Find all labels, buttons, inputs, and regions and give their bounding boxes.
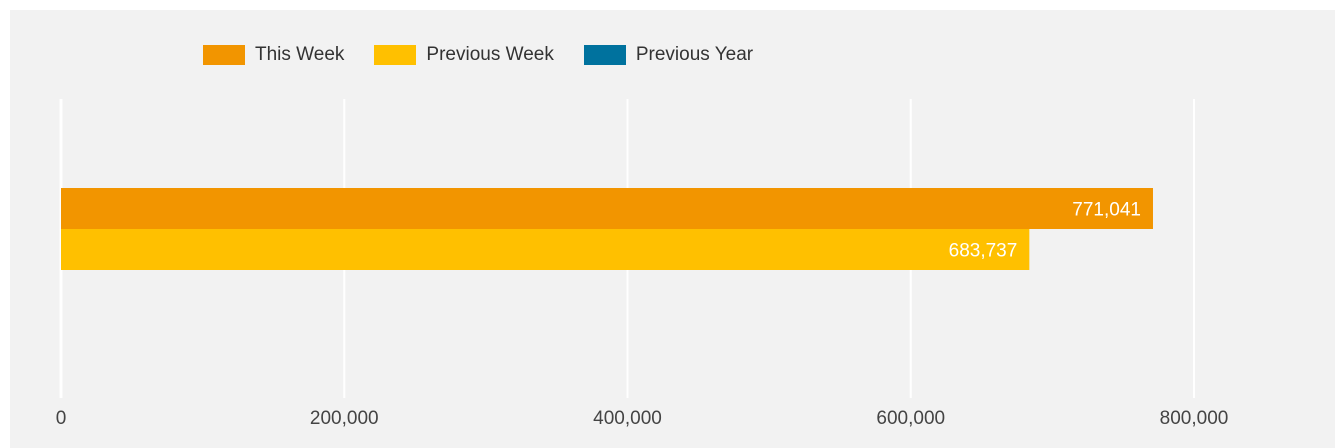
legend-swatch-previous-week [374,45,417,65]
data-label: 771,041 [1072,200,1141,221]
legend-item-previous-week[interactable]: Previous Week [374,44,554,66]
legend-swatch-previous-year [583,45,626,65]
legend-swatch-this-week [203,45,245,65]
x-tick-label: 200,000 [310,408,379,429]
data-label: 683,737 [949,241,1018,262]
legend-label-this-week: This Week [255,44,345,65]
x-tick-label: 800,000 [1160,408,1229,429]
legend-item-this-week[interactable]: This Week [203,44,344,66]
x-tick-label: 0 [56,408,67,429]
bar [61,188,1153,229]
x-tick-label: 600,000 [876,408,945,429]
legend-label-previous-year: Previous Year [635,44,754,65]
legend-item-previous-year[interactable]: Previous Year [583,44,754,66]
x-tick-label: 400,000 [593,408,662,429]
bar [61,229,1030,270]
legend-label-previous-week: Previous Week [426,44,554,65]
chart-legend: This Week Previous Week Previous Year [203,44,783,66]
